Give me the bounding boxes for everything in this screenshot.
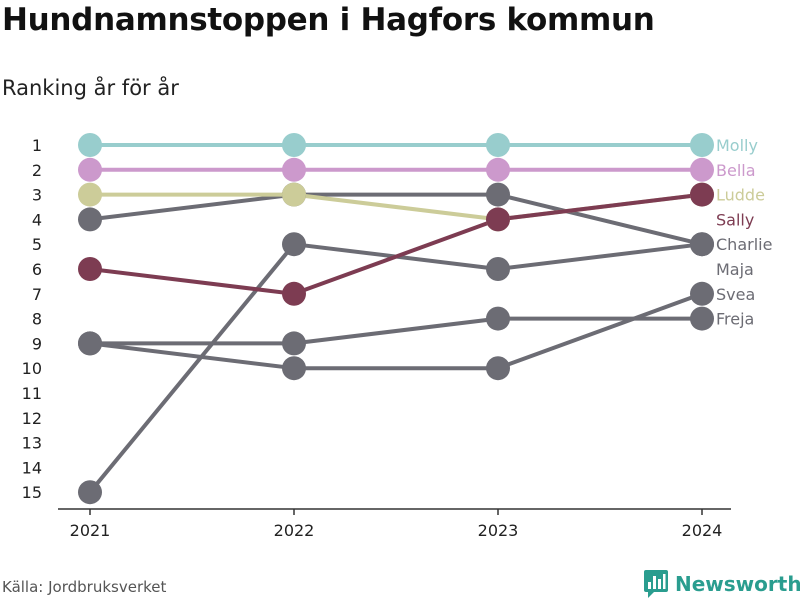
x-axis: 2021 2022 2023 2024 — [58, 508, 731, 540]
point-molly-2024 — [690, 133, 714, 157]
series-line-sally — [88, 192, 704, 296]
point-freja-2022 — [282, 331, 306, 356]
point-bella-2024 — [690, 157, 714, 182]
y-tick-label-8: 8 — [32, 310, 42, 329]
series-label-maja: Maja — [716, 260, 754, 279]
y-tick-label-10: 10 — [22, 359, 42, 378]
point-bella-2023 — [486, 157, 510, 182]
y-tick-label-11: 11 — [22, 384, 42, 403]
series-label-charlie: Charlie — [716, 235, 772, 254]
point-charlie-2021 — [78, 207, 102, 232]
point-sally-2024 — [690, 182, 714, 207]
series-label-svea: Svea — [716, 285, 755, 304]
y-tick-label-12: 12 — [22, 409, 42, 428]
series-line-freja — [88, 316, 704, 346]
point-charlie-2023 — [486, 182, 510, 207]
series-points — [78, 133, 714, 505]
series-line-charlie — [88, 192, 704, 247]
series-label-sally: Sally — [716, 210, 754, 229]
y-tick-label-5: 5 — [32, 235, 42, 254]
point-svea-2024 — [690, 281, 714, 306]
series-label-molly: Molly — [716, 136, 758, 155]
y-tick-label-14: 14 — [22, 458, 42, 477]
y-tick-label-7: 7 — [32, 285, 42, 304]
x-tick-label-2023: 2023 — [478, 521, 519, 540]
point-maja-2024 — [690, 232, 714, 257]
series-lines — [88, 143, 704, 495]
point-freja-2024 — [690, 306, 714, 331]
y-tick-label-6: 6 — [32, 260, 42, 279]
point-maja-2022 — [282, 232, 306, 257]
bar-chart-logo-icon — [644, 570, 668, 598]
point-maja-2023 — [486, 257, 510, 281]
point-ludde-2022 — [282, 182, 306, 207]
brand-name: Newsworthy — [675, 572, 800, 596]
point-freja-2023 — [486, 306, 510, 331]
point-molly-2023 — [486, 133, 510, 157]
point-maja-2021 — [78, 480, 102, 505]
point-freja-2021 — [78, 331, 102, 356]
series-label-freja: Freja — [716, 310, 754, 329]
y-tick-label-2: 2 — [32, 161, 42, 180]
point-ludde-2021 — [78, 182, 102, 207]
point-sally-2021 — [78, 257, 102, 281]
y-tick-label-4: 4 — [32, 210, 42, 229]
point-svea-2022 — [282, 356, 306, 381]
point-svea-2023 — [486, 356, 510, 381]
x-tick-label-2024: 2024 — [682, 521, 723, 540]
y-tick-label-3: 3 — [32, 186, 42, 205]
x-tick-label-2021: 2021 — [70, 521, 111, 540]
y-tick-label-9: 9 — [32, 334, 42, 353]
y-tick-label-1: 1 — [32, 136, 42, 155]
page-subtitle: Ranking år för år — [2, 76, 179, 100]
series-label-ludde: Ludde — [716, 186, 765, 205]
series-end-labels: Molly Bella Ludde Sally Charlie Maja Svea Freja — [716, 136, 772, 329]
x-tick-label-2022: 2022 — [274, 521, 315, 540]
y-tick-label-15: 15 — [22, 483, 42, 502]
point-bella-2021 — [78, 157, 102, 182]
point-molly-2021 — [78, 133, 102, 157]
point-molly-2022 — [282, 133, 306, 157]
page-title: Hundnamnstoppen i Hagfors kommun — [2, 2, 655, 38]
brand-logo: Newsworthy — [644, 569, 800, 599]
y-tick-label-13: 13 — [22, 434, 42, 453]
series-line-svea — [88, 291, 704, 371]
source-note: Källa: Jordbruksverket — [2, 578, 167, 596]
point-sally-2022 — [282, 281, 306, 306]
series-label-bella: Bella — [716, 161, 756, 180]
point-sally-2023 — [486, 207, 510, 232]
point-bella-2022 — [282, 157, 306, 182]
